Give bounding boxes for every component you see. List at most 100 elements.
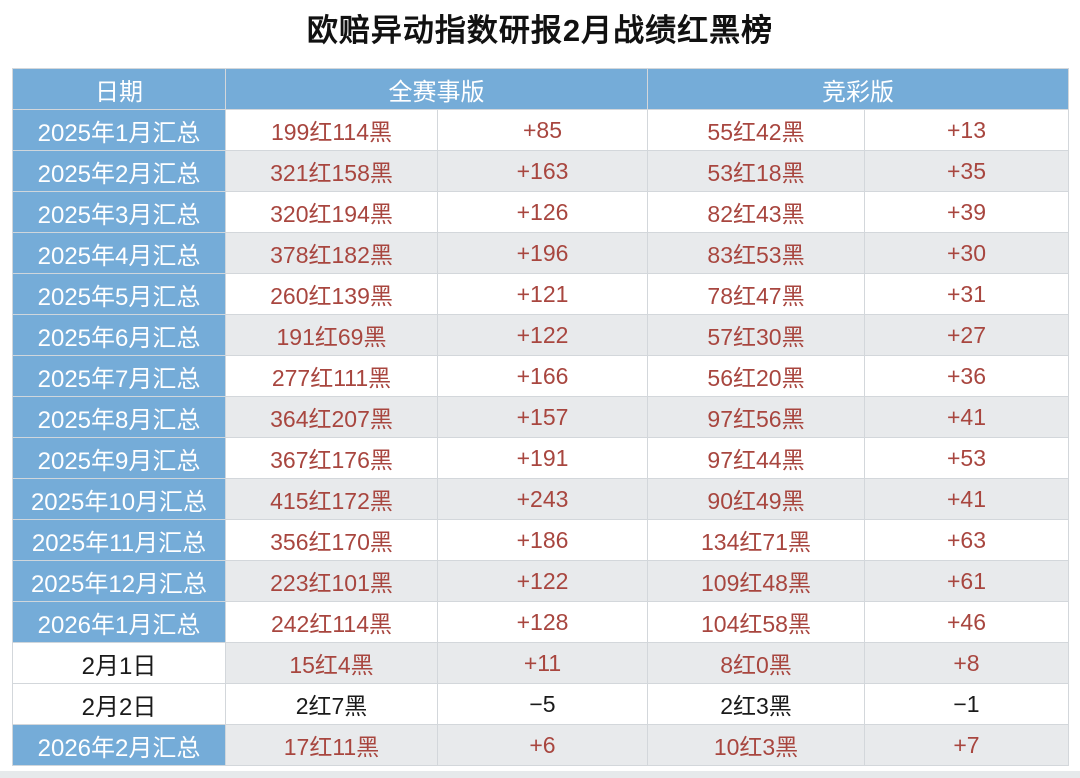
all-matches-record-cell: 191红69黑 <box>225 314 438 356</box>
date-cell: 2026年2月汇总 <box>12 724 226 766</box>
jingcai-net-cell: +27 <box>864 314 1069 356</box>
jingcai-record-cell: 53红18黑 <box>647 150 865 192</box>
record-table: 日期 全赛事版 竞彩版 2025年1月汇总 199红114黑 +85 55红42黑 +1… <box>12 68 1069 766</box>
date-cell: 2025年4月汇总 <box>12 232 226 274</box>
all-matches-net-cell: +6 <box>437 724 648 766</box>
table-row: 2025年5月汇总 260红139黑 +121 78红47黑 +31 <box>12 273 1069 315</box>
date-cell: 2025年2月汇总 <box>12 150 226 192</box>
jingcai-net-cell: +41 <box>864 478 1069 520</box>
date-cell: 2025年1月汇总 <box>12 109 226 151</box>
jingcai-record-cell: 82红43黑 <box>647 191 865 233</box>
jingcai-record-cell: 8红0黑 <box>647 642 865 684</box>
jingcai-net-cell: +53 <box>864 437 1069 479</box>
all-matches-record-cell: 199红114黑 <box>225 109 438 151</box>
all-matches-record-cell: 2红7黑 <box>225 683 438 725</box>
all-matches-record-cell: 415红172黑 <box>225 478 438 520</box>
all-matches-record-cell: 277红111黑 <box>225 355 438 397</box>
all-matches-net-cell: +11 <box>437 642 648 684</box>
jingcai-net-cell: +35 <box>864 150 1069 192</box>
all-matches-record-cell: 320红194黑 <box>225 191 438 233</box>
all-matches-net-cell: +166 <box>437 355 648 397</box>
jingcai-net-cell: +63 <box>864 519 1069 561</box>
all-matches-net-cell: +122 <box>437 560 648 602</box>
jingcai-net-cell: +31 <box>864 273 1069 315</box>
date-cell: 2025年10月汇总 <box>12 478 226 520</box>
jingcai-net-cell: +8 <box>864 642 1069 684</box>
table-row: 2025年9月汇总 367红176黑 +191 97红44黑 +53 <box>12 437 1069 479</box>
jingcai-net-cell: +36 <box>864 355 1069 397</box>
all-matches-record-cell: 321红158黑 <box>225 150 438 192</box>
jingcai-record-cell: 10红3黑 <box>647 724 865 766</box>
jingcai-record-cell: 55红42黑 <box>647 109 865 151</box>
jingcai-record-cell: 83红53黑 <box>647 232 865 274</box>
column-header-jingcai: 竞彩版 <box>647 68 1069 110</box>
table-row: 2025年3月汇总 320红194黑 +126 82红43黑 +39 <box>12 191 1069 233</box>
date-cell: 2025年9月汇总 <box>12 437 226 479</box>
date-cell: 2月2日 <box>12 683 226 725</box>
all-matches-record-cell: 367红176黑 <box>225 437 438 479</box>
all-matches-record-cell: 364红207黑 <box>225 396 438 438</box>
date-cell: 2025年5月汇总 <box>12 273 226 315</box>
jingcai-net-cell: +30 <box>864 232 1069 274</box>
table-row: 2025年12月汇总 223红101黑 +122 109红48黑 +61 <box>12 560 1069 602</box>
jingcai-net-cell: +46 <box>864 601 1069 643</box>
jingcai-net-cell: +7 <box>864 724 1069 766</box>
date-cell: 2月1日 <box>12 642 226 684</box>
bottom-strip <box>0 771 1080 778</box>
jingcai-record-cell: 97红56黑 <box>647 396 865 438</box>
jingcai-record-cell: 56红20黑 <box>647 355 865 397</box>
date-cell: 2026年1月汇总 <box>12 601 226 643</box>
all-matches-record-cell: 242红114黑 <box>225 601 438 643</box>
all-matches-net-cell: +157 <box>437 396 648 438</box>
date-cell: 2025年12月汇总 <box>12 560 226 602</box>
all-matches-net-cell: +186 <box>437 519 648 561</box>
date-cell: 2025年11月汇总 <box>12 519 226 561</box>
all-matches-record-cell: 260红139黑 <box>225 273 438 315</box>
all-matches-net-cell: +196 <box>437 232 648 274</box>
jingcai-net-cell: +41 <box>864 396 1069 438</box>
all-matches-net-cell: +191 <box>437 437 648 479</box>
all-matches-net-cell: −5 <box>437 683 648 725</box>
jingcai-record-cell: 109红48黑 <box>647 560 865 602</box>
jingcai-net-cell: −1 <box>864 683 1069 725</box>
all-matches-record-cell: 378红182黑 <box>225 232 438 274</box>
header-row: 日期 全赛事版 竞彩版 <box>12 68 1069 110</box>
table-row: 2月1日 15红4黑 +11 8红0黑 +8 <box>12 642 1069 684</box>
date-cell: 2025年3月汇总 <box>12 191 226 233</box>
all-matches-record-cell: 17红11黑 <box>225 724 438 766</box>
table-row: 2025年7月汇总 277红111黑 +166 56红20黑 +36 <box>12 355 1069 397</box>
all-matches-record-cell: 356红170黑 <box>225 519 438 561</box>
jingcai-record-cell: 97红44黑 <box>647 437 865 479</box>
column-header-all-matches: 全赛事版 <box>225 68 648 110</box>
table-row: 2025年4月汇总 378红182黑 +196 83红53黑 +30 <box>12 232 1069 274</box>
table-row: 2月2日 2红7黑 −5 2红3黑 −1 <box>12 683 1069 725</box>
all-matches-net-cell: +122 <box>437 314 648 356</box>
table-row: 2026年2月汇总 17红11黑 +6 10红3黑 +7 <box>12 724 1069 766</box>
all-matches-net-cell: +163 <box>437 150 648 192</box>
date-cell: 2025年7月汇总 <box>12 355 226 397</box>
date-cell: 2025年6月汇总 <box>12 314 226 356</box>
table-row: 2025年11月汇总 356红170黑 +186 134红71黑 +63 <box>12 519 1069 561</box>
jingcai-record-cell: 57红30黑 <box>647 314 865 356</box>
column-header-date: 日期 <box>12 68 226 110</box>
jingcai-record-cell: 90红49黑 <box>647 478 865 520</box>
table-row: 2025年6月汇总 191红69黑 +122 57红30黑 +27 <box>12 314 1069 356</box>
table-row: 2025年10月汇总 415红172黑 +243 90红49黑 +41 <box>12 478 1069 520</box>
jingcai-net-cell: +13 <box>864 109 1069 151</box>
jingcai-net-cell: +61 <box>864 560 1069 602</box>
table-row: 2025年2月汇总 321红158黑 +163 53红18黑 +35 <box>12 150 1069 192</box>
all-matches-net-cell: +128 <box>437 601 648 643</box>
jingcai-net-cell: +39 <box>864 191 1069 233</box>
page-title: 欧赔异动指数研报2月战绩红黑榜 <box>306 13 774 48</box>
jingcai-record-cell: 78红47黑 <box>647 273 865 315</box>
all-matches-net-cell: +126 <box>437 191 648 233</box>
table-row: 2025年1月汇总 199红114黑 +85 55红42黑 +13 <box>12 109 1069 151</box>
table-row: 2025年8月汇总 364红207黑 +157 97红56黑 +41 <box>12 396 1069 438</box>
all-matches-record-cell: 15红4黑 <box>225 642 438 684</box>
jingcai-record-cell: 2红3黑 <box>647 683 865 725</box>
date-cell: 2025年8月汇总 <box>12 396 226 438</box>
all-matches-net-cell: +243 <box>437 478 648 520</box>
all-matches-record-cell: 223红101黑 <box>225 560 438 602</box>
all-matches-net-cell: +121 <box>437 273 648 315</box>
